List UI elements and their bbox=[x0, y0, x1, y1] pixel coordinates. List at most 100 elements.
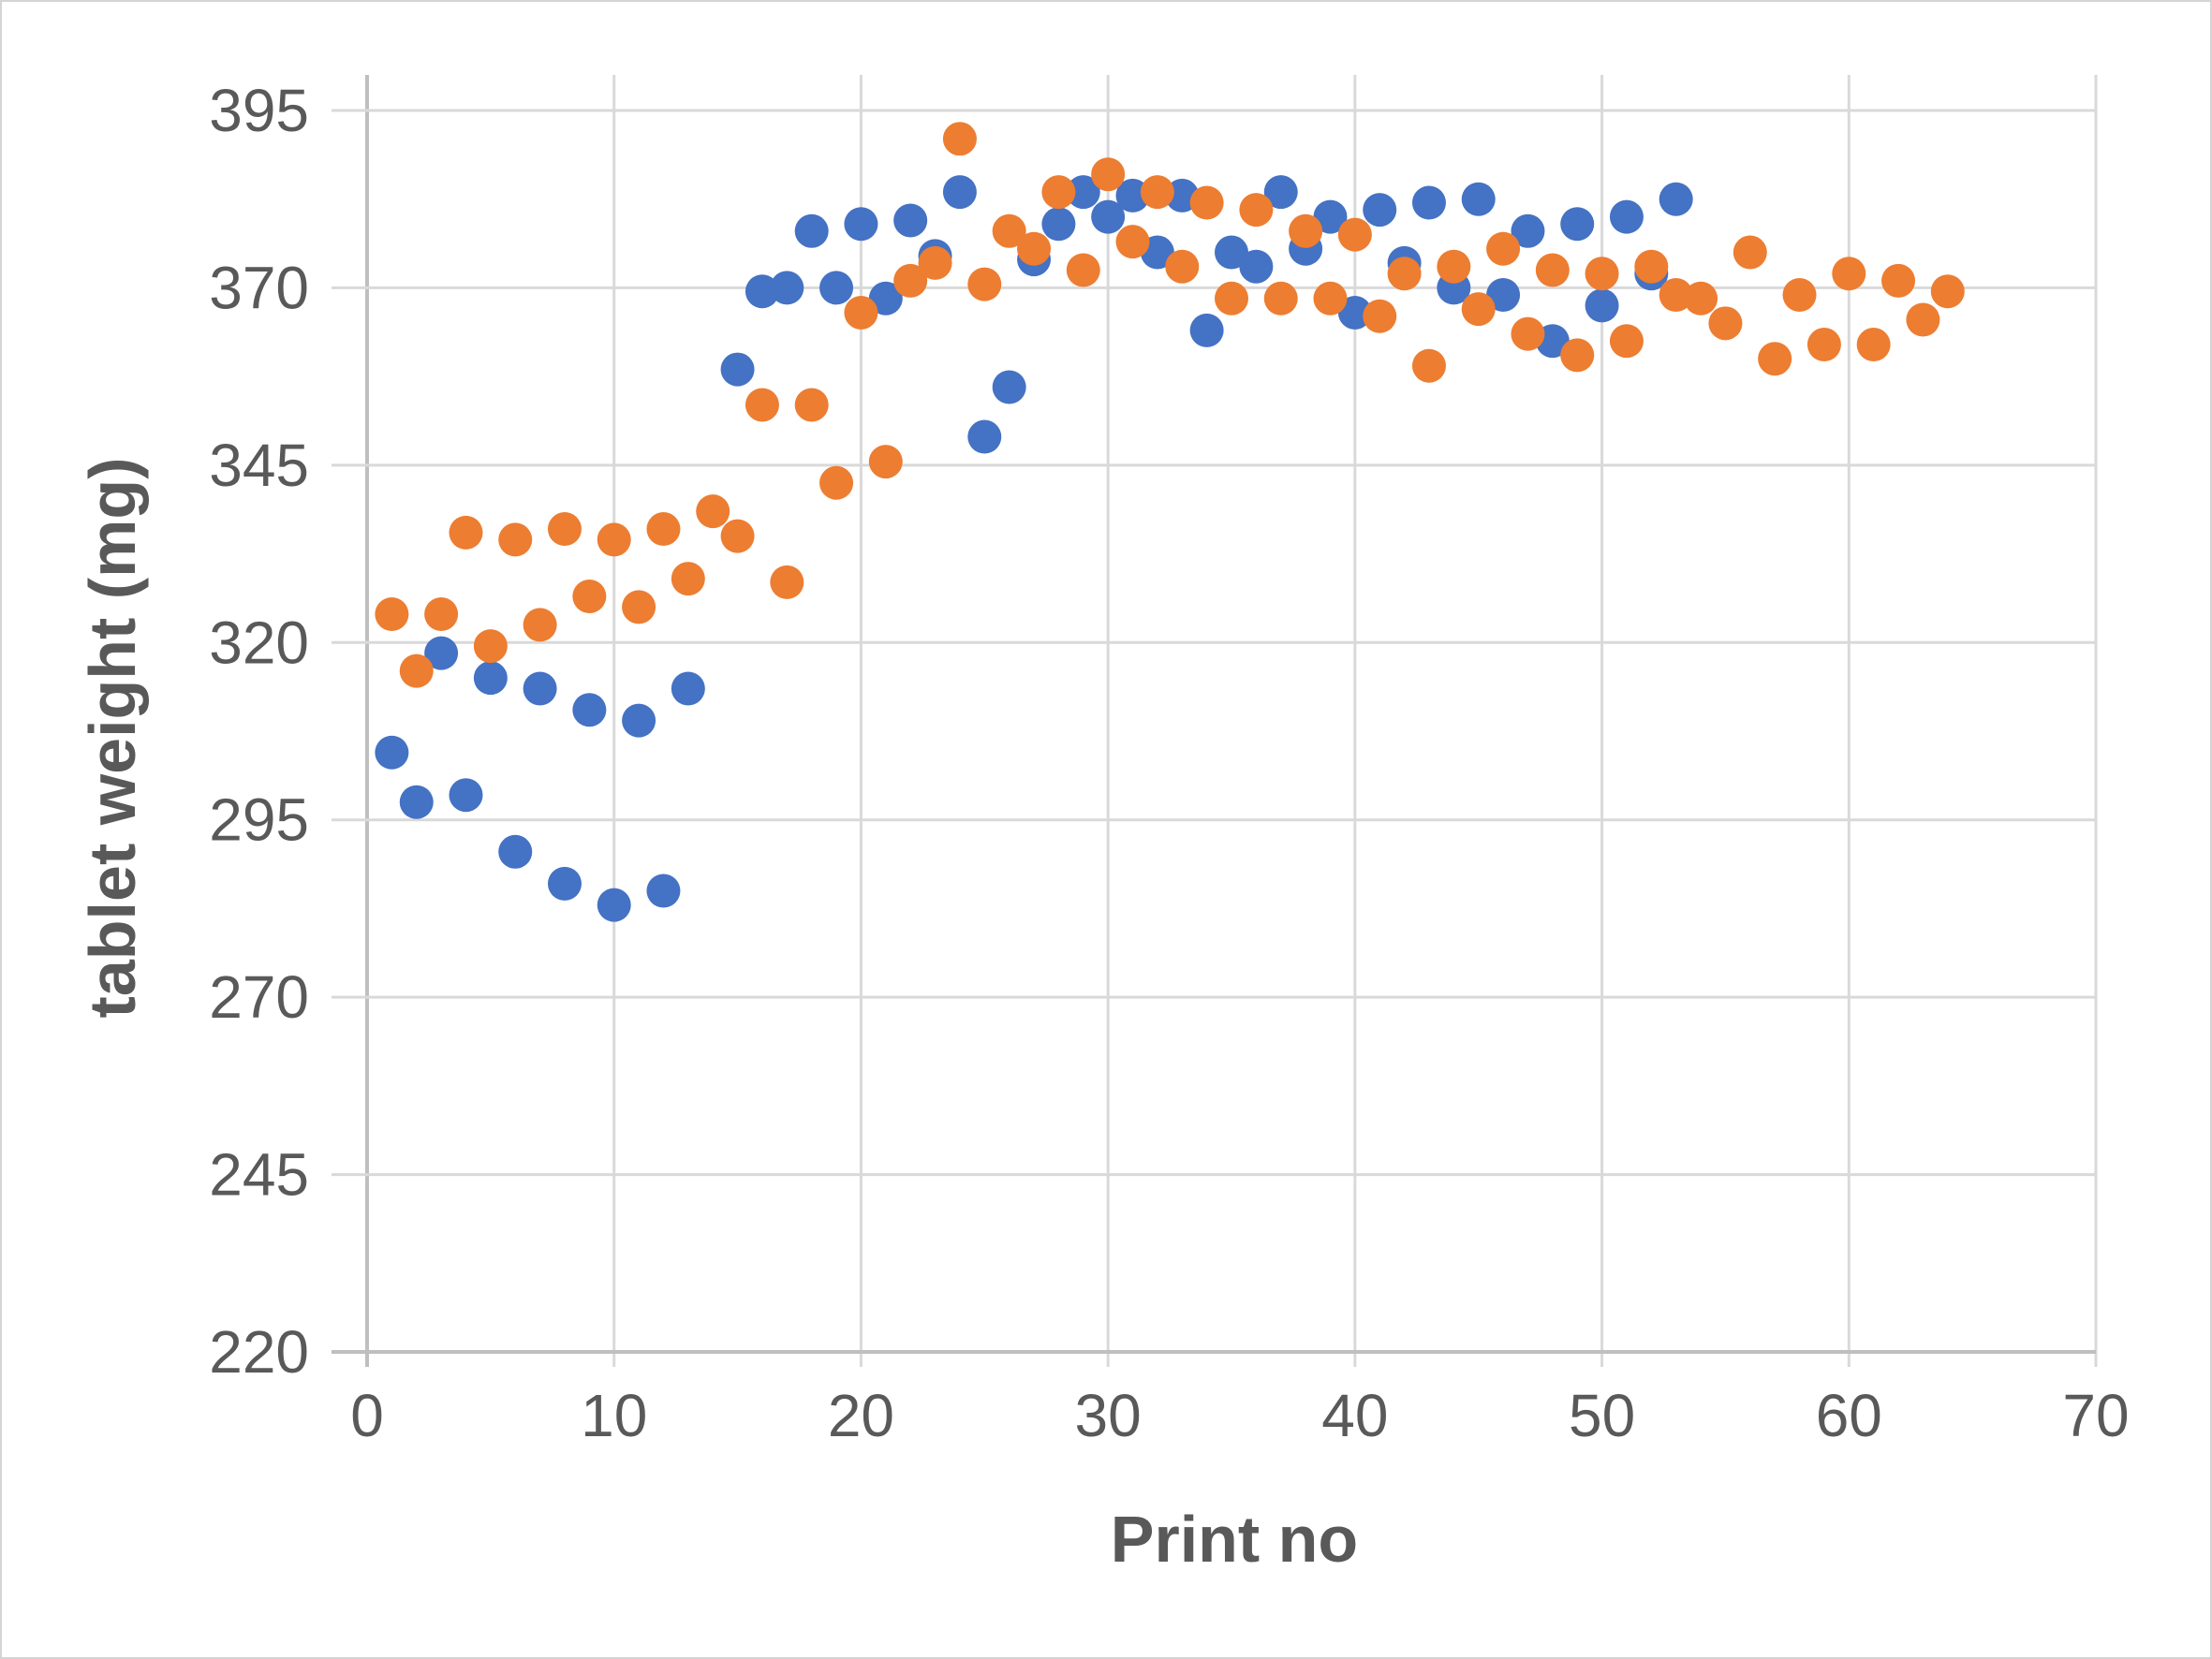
orange-series-point bbox=[1041, 175, 1076, 210]
blue-series-point bbox=[572, 693, 607, 727]
orange-series-point bbox=[1363, 299, 1397, 333]
orange-series-point bbox=[424, 596, 459, 631]
x-axis-tick-labels: 0 10 20 30 40 50 60 70 bbox=[350, 1382, 2129, 1449]
orange-series-point bbox=[893, 263, 928, 298]
blue-series-point bbox=[1411, 185, 1446, 220]
orange-series-point bbox=[1239, 193, 1274, 228]
orange-series-point bbox=[375, 596, 409, 631]
orange-series-point bbox=[1263, 281, 1298, 316]
orange-series-point bbox=[1659, 278, 1693, 313]
blue-series-point bbox=[375, 735, 409, 770]
orange-series-point bbox=[1387, 257, 1422, 291]
y-tick-label: 295 bbox=[209, 786, 309, 854]
blue-series-point bbox=[1115, 178, 1150, 213]
blue-series-point bbox=[1511, 213, 1545, 248]
orange-series-point bbox=[819, 465, 854, 500]
orange-series-point bbox=[1832, 257, 1866, 291]
orange-series-point bbox=[745, 388, 779, 422]
orange-series-point bbox=[1782, 278, 1817, 313]
orange-series-point bbox=[646, 512, 681, 547]
y-axis-title: tablet weight (mg) bbox=[76, 458, 149, 1019]
orange-series-point bbox=[1437, 249, 1471, 284]
blue-series-point bbox=[745, 274, 779, 309]
y-tick-label: 270 bbox=[209, 963, 309, 1031]
blue-series-point bbox=[671, 671, 705, 706]
y-tick-label: 345 bbox=[209, 432, 309, 499]
blue-series-point bbox=[1560, 207, 1595, 242]
orange-series-point bbox=[1461, 292, 1496, 327]
orange-series-point bbox=[498, 522, 533, 557]
blue-series-point bbox=[1091, 199, 1126, 234]
orange-series-point bbox=[1881, 263, 1916, 298]
orange-series-point bbox=[844, 295, 878, 330]
blue-series-point bbox=[1363, 193, 1397, 228]
orange-series-point bbox=[794, 388, 829, 422]
x-tick-label: 60 bbox=[1816, 1382, 1882, 1449]
blue-series-point bbox=[1461, 182, 1496, 216]
orange-series-point bbox=[523, 608, 557, 642]
blue-series-point bbox=[1041, 207, 1076, 242]
x-tick-label: 40 bbox=[1321, 1382, 1388, 1449]
orange-series-point bbox=[1165, 249, 1200, 284]
y-axis-tick-labels: 220 245 270 295 320 345 370 395 bbox=[209, 77, 309, 1386]
orange-series-point bbox=[1708, 306, 1743, 341]
data-points bbox=[375, 122, 1965, 922]
blue-series-point bbox=[597, 888, 631, 922]
orange-series-point bbox=[1585, 257, 1619, 291]
orange-series-point bbox=[1511, 316, 1545, 351]
orange-series-point bbox=[671, 562, 705, 596]
blue-series-point bbox=[844, 207, 878, 242]
orange-series-point bbox=[1906, 302, 1940, 337]
blue-series-point bbox=[399, 785, 434, 819]
orange-series-point bbox=[1289, 213, 1323, 248]
orange-series-point bbox=[1856, 328, 1891, 362]
x-tick-label: 20 bbox=[828, 1382, 894, 1449]
orange-series-point bbox=[1189, 185, 1224, 220]
blue-series-point bbox=[473, 661, 508, 696]
blue-series-point bbox=[992, 370, 1026, 404]
blue-series-point bbox=[819, 271, 854, 305]
x-tick-label: 30 bbox=[1075, 1382, 1142, 1449]
blue-series-point bbox=[498, 834, 533, 869]
blue-series-point bbox=[770, 271, 804, 305]
blue-series-point bbox=[1585, 288, 1619, 323]
x-tick-label: 50 bbox=[1569, 1382, 1635, 1449]
blue-series-point bbox=[622, 703, 656, 738]
x-tick-label: 70 bbox=[2062, 1382, 2129, 1449]
orange-series-point bbox=[696, 494, 730, 529]
blue-series-point bbox=[449, 778, 483, 813]
orange-series-point bbox=[942, 122, 977, 156]
blue-series-point bbox=[1609, 199, 1644, 234]
blue-series-point bbox=[893, 203, 928, 238]
blue-series-point bbox=[646, 874, 681, 908]
orange-series-point bbox=[1215, 281, 1248, 316]
orange-series-point bbox=[1115, 225, 1150, 259]
orange-series-point bbox=[720, 519, 755, 553]
orange-series-point bbox=[449, 515, 483, 550]
orange-series-point bbox=[1758, 342, 1792, 376]
blue-series-point bbox=[967, 419, 1002, 454]
blue-series-point bbox=[1486, 278, 1521, 313]
orange-series-point bbox=[1140, 175, 1174, 210]
y-tick-label: 220 bbox=[209, 1318, 309, 1386]
orange-series-point bbox=[770, 565, 804, 599]
blue-series-point bbox=[1066, 175, 1100, 210]
orange-series-point bbox=[1733, 235, 1767, 270]
horizontal-gridlines bbox=[332, 109, 2096, 1354]
blue-series-point bbox=[1659, 182, 1693, 216]
x-tick-label: 10 bbox=[581, 1382, 647, 1449]
orange-series-point bbox=[1066, 253, 1100, 287]
blue-series-point bbox=[547, 866, 582, 901]
blue-series-point bbox=[942, 175, 977, 210]
orange-series-point bbox=[547, 512, 582, 547]
orange-series-point bbox=[1313, 281, 1348, 316]
orange-series-point bbox=[967, 267, 1002, 301]
orange-series-point bbox=[1017, 231, 1052, 266]
orange-series-point bbox=[1535, 253, 1570, 287]
blue-series-point bbox=[523, 671, 557, 706]
orange-series-point bbox=[1684, 281, 1718, 316]
blue-series-point bbox=[1239, 249, 1274, 284]
orange-series-point bbox=[1337, 217, 1372, 252]
orange-series-point bbox=[597, 522, 631, 557]
